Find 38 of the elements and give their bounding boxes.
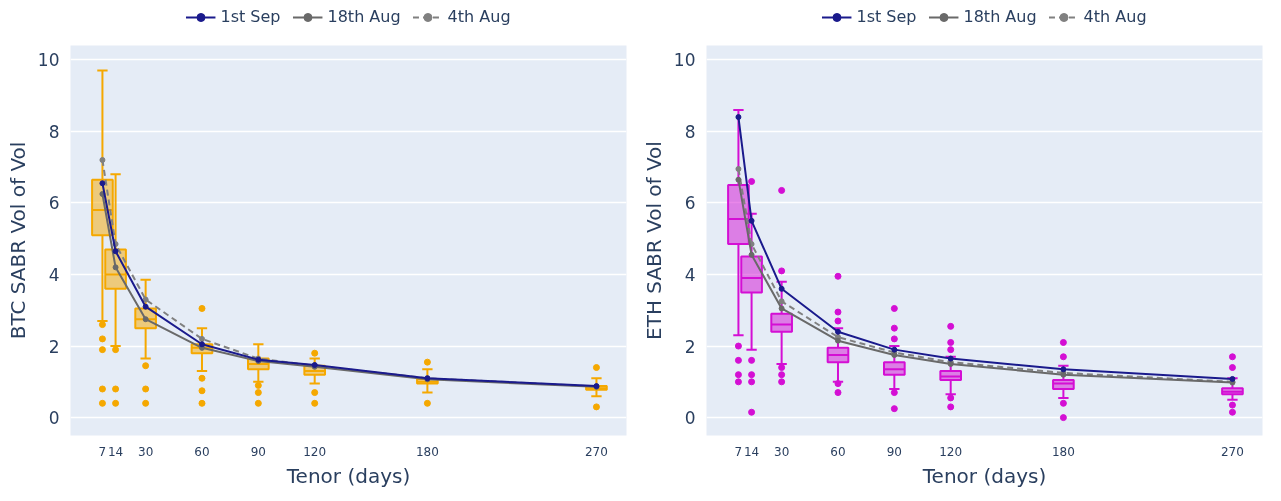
- x-tick-label: 30: [138, 444, 154, 459]
- y-tick-label: 2: [684, 336, 696, 357]
- legend-label: 1st Sep: [220, 7, 281, 26]
- y-tick-label: 4: [48, 264, 60, 285]
- x-tick-label: 60: [830, 444, 846, 459]
- x-tick-label: 120: [303, 444, 327, 459]
- legend-label: 4th Aug: [447, 7, 511, 26]
- y-tick-label: 10: [673, 50, 696, 71]
- x-tick-label: 7: [734, 444, 743, 459]
- x-tick-label: 7: [98, 444, 107, 459]
- y-tick-label: 6: [684, 193, 696, 214]
- x-tick-label: 90: [250, 444, 266, 459]
- x-tick-label: 60: [194, 444, 210, 459]
- y-tick-label: 4: [684, 264, 696, 285]
- x-tick-label: 90: [886, 444, 902, 459]
- legend-label: 1st Sep: [856, 7, 917, 26]
- y-tick-label: 8: [684, 121, 696, 142]
- x-tick-label: 270: [1220, 444, 1244, 459]
- x-axis-title: Tenor (days): [285, 463, 411, 488]
- x-tick-label: 180: [415, 444, 439, 459]
- y-tick-label: 0: [684, 408, 696, 429]
- y-tick-label: 0: [48, 408, 60, 429]
- y-tick-label: 8: [48, 121, 60, 142]
- x-axis-title: Tenor (days): [921, 463, 1047, 488]
- y-tick-label: 10: [37, 50, 60, 71]
- y-axis-title: BTC SABR Vol of Vol: [5, 141, 30, 340]
- y-axis-title: ETH SABR Vol of Vol: [641, 141, 666, 340]
- y-tick-label: 6: [48, 193, 60, 214]
- y-tick-label: 2: [48, 336, 60, 357]
- x-tick-label: 30: [774, 444, 790, 459]
- legend-label: 18th Aug: [963, 7, 1037, 26]
- x-tick-label: 14: [743, 444, 760, 459]
- x-tick-label: 270: [584, 444, 608, 459]
- legend-label: 18th Aug: [327, 7, 401, 26]
- legend-label: 4th Aug: [1083, 7, 1147, 26]
- x-tick-label: 14: [107, 444, 124, 459]
- x-tick-label: 120: [939, 444, 963, 459]
- x-tick-label: 180: [1051, 444, 1075, 459]
